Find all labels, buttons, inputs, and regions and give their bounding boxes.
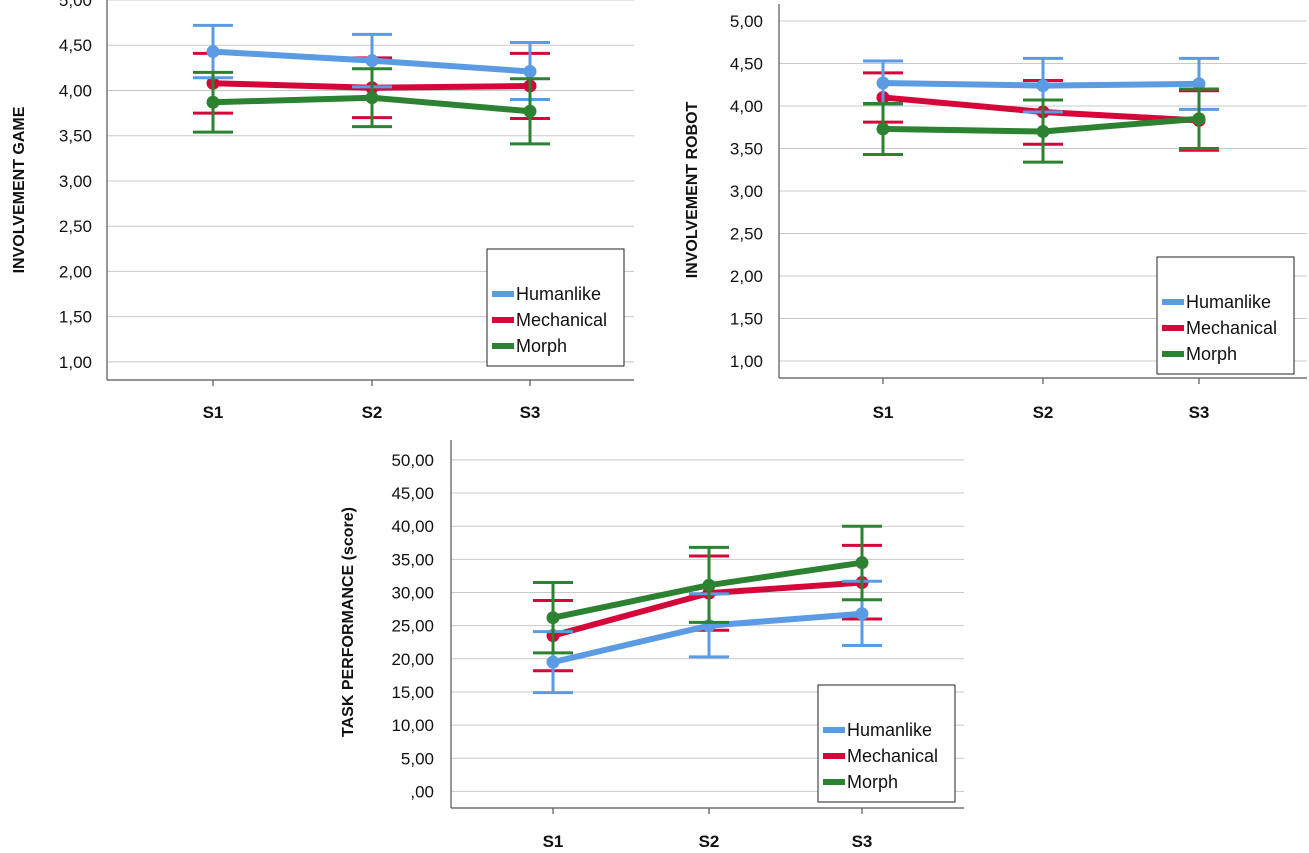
y-tick-label: 2,00 bbox=[730, 267, 763, 286]
x-tick-label: S2 bbox=[1033, 403, 1054, 422]
data-point bbox=[876, 122, 890, 136]
x-tick-label: S3 bbox=[852, 832, 873, 851]
series-morph bbox=[863, 87, 1219, 164]
y-axis-label: INVOLVEMENT GAME bbox=[11, 106, 28, 273]
chart-panel-1: 1,00 1,50 2,00 2,50 3,00 3,50 4,00 4,50 5,00 S1 S2… bbox=[11, 0, 634, 422]
data-point bbox=[206, 95, 220, 109]
y-axis-label: TASK PERFORMANCE (score) bbox=[340, 507, 357, 737]
x-tick-label: S2 bbox=[699, 832, 720, 851]
series-humanlike bbox=[863, 56, 1219, 114]
chart-panel-3: ,00 5,00 10,00 15,00 20,00 25,00 30,00 35,00 40,… bbox=[340, 440, 964, 851]
x-tick-label: S1 bbox=[543, 832, 564, 851]
legend: Humanlike Mechanical Morph bbox=[1156, 256, 1295, 375]
y-tick-label: 25,00 bbox=[391, 617, 434, 636]
y-tick-label: 2,00 bbox=[59, 262, 92, 281]
legend-label-mechanical: Mechanical bbox=[847, 746, 938, 766]
y-tick-label: 1,00 bbox=[730, 352, 763, 371]
legend-label-humanlike: Humanlike bbox=[1186, 292, 1271, 312]
y-tick-label: 5,00 bbox=[730, 12, 763, 31]
y-tick-label: 3,50 bbox=[59, 127, 92, 146]
y-tick-label: 5,00 bbox=[401, 749, 434, 768]
data-point bbox=[855, 556, 869, 570]
y-tick-label: 35,00 bbox=[391, 550, 434, 569]
y-tick-label: 2,50 bbox=[59, 217, 92, 236]
y-tick-label: 5,00 bbox=[59, 0, 92, 10]
series-morph bbox=[533, 524, 882, 655]
y-tick-label: 40,00 bbox=[391, 517, 434, 536]
data-point bbox=[1192, 77, 1206, 91]
y-tick-label: 1,50 bbox=[59, 308, 92, 327]
legend: Humanlike Mechanical Morph bbox=[486, 248, 625, 367]
chart-panel-2: 1,00 1,50 2,00 2,50 3,00 3,50 4,00 4,50 5,00 S1 S2… bbox=[684, 4, 1307, 422]
legend-label-morph: Morph bbox=[516, 336, 567, 356]
y-tick-label: 10,00 bbox=[391, 716, 434, 735]
data-point bbox=[1036, 79, 1050, 93]
y-tick-label: 2,50 bbox=[730, 225, 763, 244]
series-humanlike bbox=[193, 23, 550, 102]
y-tick-label: 4,50 bbox=[730, 55, 763, 74]
y-tick-label: 45,00 bbox=[391, 484, 434, 503]
y-tick-label: 3,00 bbox=[730, 182, 763, 201]
y-axis-label: INVOLVEMENT ROBOT bbox=[684, 101, 701, 278]
y-tick-label: 3,00 bbox=[59, 172, 92, 191]
legend: Humanlike Mechanical Morph bbox=[817, 684, 956, 803]
data-point bbox=[365, 54, 379, 68]
y-tick-label: 1,50 bbox=[730, 310, 763, 329]
x-tick-label: S2 bbox=[362, 403, 383, 422]
y-tick-label: 4,00 bbox=[59, 81, 92, 100]
y-tick-label: 15,00 bbox=[391, 683, 434, 702]
y-tick-label: ,00 bbox=[410, 782, 434, 801]
data-point bbox=[855, 607, 869, 621]
legend-label-humanlike: Humanlike bbox=[516, 284, 601, 304]
data-point bbox=[523, 104, 537, 118]
x-tick-label: S1 bbox=[873, 403, 894, 422]
x-tick-label: S1 bbox=[203, 403, 224, 422]
legend-label-morph: Morph bbox=[1186, 344, 1237, 364]
series-morph bbox=[193, 67, 550, 146]
y-tick-label: 20,00 bbox=[391, 650, 434, 669]
y-tick-label: 1,00 bbox=[59, 353, 92, 372]
data-point bbox=[702, 578, 716, 592]
y-tick-label: 50,00 bbox=[391, 451, 434, 470]
data-point bbox=[546, 611, 560, 625]
y-tick-label: 4,50 bbox=[59, 36, 92, 55]
data-point bbox=[523, 64, 537, 78]
data-point bbox=[546, 655, 560, 669]
legend-label-mechanical: Mechanical bbox=[516, 310, 607, 330]
x-tick-label: S3 bbox=[520, 403, 541, 422]
data-point bbox=[365, 91, 379, 105]
x-tick-label: S3 bbox=[1189, 403, 1210, 422]
data-point bbox=[206, 45, 220, 59]
data-point bbox=[876, 76, 890, 90]
y-tick-label: 30,00 bbox=[391, 584, 434, 603]
series-humanlike bbox=[533, 579, 882, 695]
y-tick-label: 3,50 bbox=[730, 140, 763, 159]
data-point bbox=[1192, 112, 1206, 126]
legend-label-mechanical: Mechanical bbox=[1186, 318, 1277, 338]
y-tick-label: 4,00 bbox=[730, 97, 763, 116]
legend-label-morph: Morph bbox=[847, 772, 898, 792]
legend-label-humanlike: Humanlike bbox=[847, 720, 932, 740]
data-point bbox=[1036, 125, 1050, 138]
